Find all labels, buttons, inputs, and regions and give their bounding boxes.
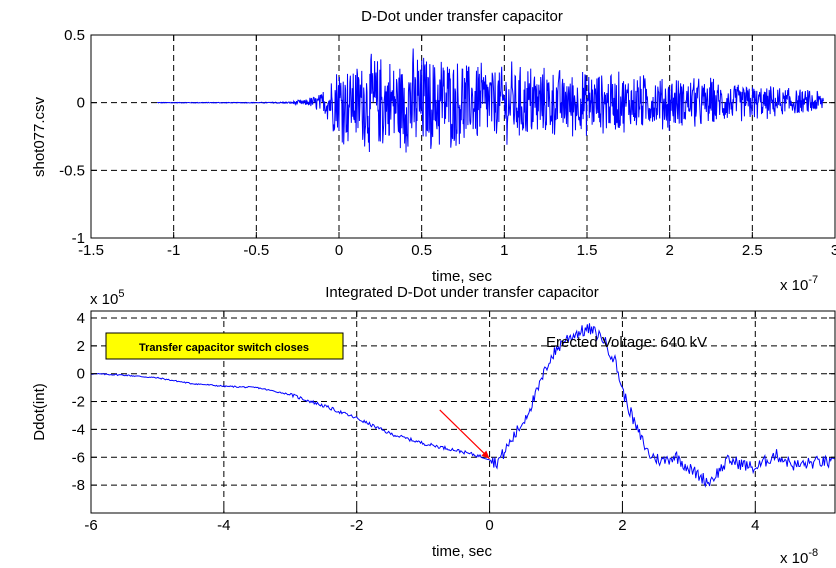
top-tick-marks	[90, 34, 836, 239]
top-y-axis-label: shot077.csv	[31, 96, 48, 177]
bottom-chart-title: Integrated D-Dot under transfer capacito…	[325, 284, 598, 301]
top-x-tick-label: 3	[831, 242, 836, 259]
bottom-tick-marks	[90, 311, 835, 513]
top-x-multiplier-base: x 10	[780, 277, 808, 294]
top-x-tick-labels: -1.5 -1 -0.5 0 0.5 1 1.5 2 2.5 3	[78, 242, 836, 259]
bot-y-tick-label: 0	[77, 366, 85, 383]
top-x-multiplier: x 10-7	[780, 274, 818, 294]
bottom-series-line	[90, 323, 836, 488]
switch-annotation-label: Transfer capacitor switch closes	[139, 342, 309, 354]
top-x-tick-label: -1	[167, 242, 180, 259]
bottom-x-axis-label: time, sec	[432, 543, 493, 560]
bottom-x-multiplier-exponent: -8	[808, 547, 818, 559]
top-series-line	[157, 48, 824, 153]
bottom-chart: Integrated D-Dot under transfer capacito…	[31, 284, 836, 567]
top-x-tick-label: 0	[335, 242, 343, 259]
bottom-y-multiplier-exponent: 5	[118, 288, 124, 300]
top-x-multiplier-exponent: -7	[808, 274, 818, 286]
switch-arrow-line	[439, 409, 490, 460]
bot-x-tick-label: -6	[84, 517, 97, 534]
top-y-tick-labels: -1 -0.5 0 0.5	[59, 27, 85, 247]
bottom-x-multiplier: x 10-8	[780, 547, 818, 567]
top-y-tick-label: 0.5	[64, 27, 85, 44]
bottom-y-multiplier-base: x 10	[90, 291, 118, 308]
switch-annotation: Transfer capacitor switch closes	[105, 332, 344, 360]
top-x-tick-label: -1.5	[78, 242, 104, 259]
bottom-y-axis-label: Ddot(int)	[31, 383, 48, 441]
top-chart-title: D-Dot under transfer capacitor	[361, 8, 563, 25]
top-x-tick-label: 1.5	[577, 242, 598, 259]
bottom-grid	[91, 311, 835, 513]
top-x-tick-label: 2.5	[742, 242, 763, 259]
top-x-tick-label: 1	[500, 242, 508, 259]
bottom-x-tick-labels: -6 -4 -2 0 2 4	[84, 517, 759, 534]
top-chart: D-Dot under transfer capacitor -1.5 -1 -0.…	[31, 8, 836, 294]
bot-y-tick-label: 2	[77, 338, 85, 355]
bot-x-tick-label: 4	[751, 517, 759, 534]
bot-y-tick-label: -4	[72, 421, 85, 438]
bottom-y-tick-labels: -8 -6 -4 -2 0 2 4	[72, 310, 85, 494]
switch-annotation-box	[105, 332, 344, 360]
top-x-tick-label: -0.5	[243, 242, 269, 259]
top-x-axis-label: time, sec	[432, 268, 493, 285]
bot-x-tick-label: 0	[485, 517, 493, 534]
bot-x-tick-label: 2	[618, 517, 626, 534]
bottom-x-multiplier-base: x 10	[780, 550, 808, 567]
top-x-tick-label: 0.5	[411, 242, 432, 259]
bottom-y-multiplier: x 105	[90, 288, 124, 308]
bot-y-tick-label: 4	[77, 310, 85, 327]
bot-x-tick-label: -4	[217, 517, 230, 534]
bot-x-tick-label: -2	[350, 517, 363, 534]
bottom-axes-box	[90, 310, 836, 514]
top-x-tick-label: 2	[665, 242, 673, 259]
switch-arrow	[439, 409, 490, 460]
bot-y-tick-label: -2	[72, 394, 85, 411]
top-y-tick-label: -0.5	[59, 162, 85, 179]
switch-arrow-head	[481, 450, 490, 459]
erected-voltage-label: Erected Voltage: 640 kV	[546, 334, 707, 351]
top-y-tick-label: -1	[72, 230, 85, 247]
top-y-tick-label: 0	[77, 95, 85, 112]
top-axes-box	[90, 34, 836, 239]
bot-y-tick-label: -8	[72, 477, 85, 494]
bot-y-tick-label: -6	[72, 449, 85, 466]
top-grid	[91, 35, 835, 238]
